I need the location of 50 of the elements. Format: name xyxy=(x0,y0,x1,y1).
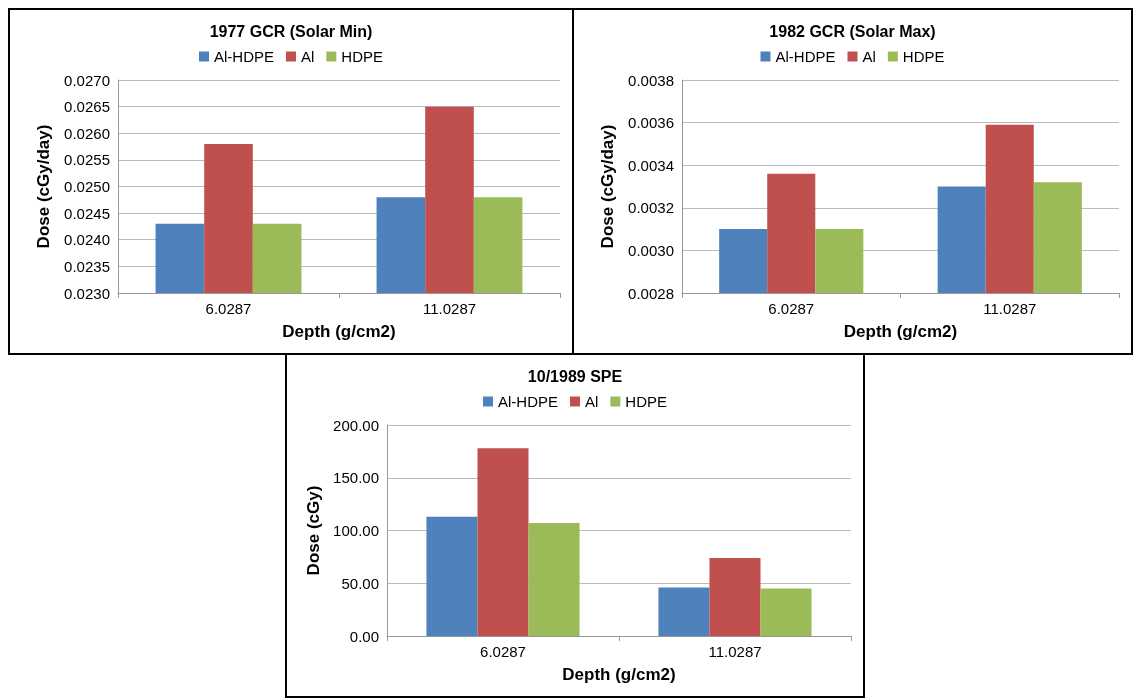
y-tick-label: 0.0036 xyxy=(628,114,674,132)
y-tick-label: 0.0270 xyxy=(64,71,110,89)
bar xyxy=(426,516,478,636)
y-tick-label: 0.0032 xyxy=(628,199,674,217)
x-tick-label: 6.0287 xyxy=(205,300,252,317)
y-tick-label: 200.00 xyxy=(333,416,379,434)
y-tick-label: 0.0245 xyxy=(64,204,110,222)
x-axis-title: Depth (g/cm2) xyxy=(562,665,676,684)
legend-label: HDPE xyxy=(341,48,384,65)
y-tick-label: 100.00 xyxy=(333,522,379,539)
y-tick-label: 0.0028 xyxy=(628,284,674,302)
legend-label: Al-HDPE xyxy=(213,48,275,65)
chart-title: 1982 GCR (Solar Max) xyxy=(769,22,936,40)
y-tick-label: 0.0038 xyxy=(628,71,674,89)
legend-label: HDPE xyxy=(902,48,945,65)
x-tick-label: 11.0287 xyxy=(708,643,762,660)
chart-title: 1977 GCR (Solar Min) xyxy=(209,22,373,40)
y-tick-label: 0.0250 xyxy=(64,178,110,195)
x-tick-label: 6.0287 xyxy=(480,643,526,660)
chart-title: 10/1989 SPE xyxy=(527,367,623,385)
y-tick-label: 0.0034 xyxy=(628,156,674,174)
y-axis-title: Dose (cGy/day) xyxy=(34,124,53,249)
x-tick-label: 6.0287 xyxy=(768,300,815,317)
y-tick-label: 0.0260 xyxy=(64,124,110,142)
y-axis-title: Dose (cGy) xyxy=(304,485,324,576)
x-axis-title: Depth (g/cm2) xyxy=(282,322,396,341)
y-tick-label: 0.0230 xyxy=(64,284,110,302)
y-tick-label: 0.00 xyxy=(349,627,379,645)
y-tick-label: 150.00 xyxy=(333,469,379,487)
x-tick-label: 11.0287 xyxy=(422,300,477,317)
y-tick-label: 0.0240 xyxy=(64,231,110,249)
y-tick-label: 0.0030 xyxy=(628,241,674,259)
legend-label: HDPE xyxy=(625,393,668,410)
x-axis-title: Depth (g/cm2) xyxy=(843,322,958,341)
legend-label: Al-HDPE xyxy=(775,48,836,65)
legend-label: Al xyxy=(301,48,315,65)
x-tick-label: 11.0287 xyxy=(983,300,1037,317)
y-tick-label: 0.0265 xyxy=(64,98,110,116)
legend-label: Al-HDPE xyxy=(497,393,559,410)
y-tick-label: 50.00 xyxy=(341,574,379,592)
legend-label: Al xyxy=(585,393,599,410)
y-tick-label: 0.0255 xyxy=(64,151,110,169)
y-axis-title: Dose (cGy/day) xyxy=(598,124,617,249)
bar xyxy=(528,523,580,636)
legend-label: Al xyxy=(862,48,876,65)
bar xyxy=(477,448,529,636)
bar xyxy=(760,588,812,636)
bar xyxy=(658,587,710,636)
y-tick-label: 0.0235 xyxy=(64,257,110,275)
bar xyxy=(709,557,761,636)
